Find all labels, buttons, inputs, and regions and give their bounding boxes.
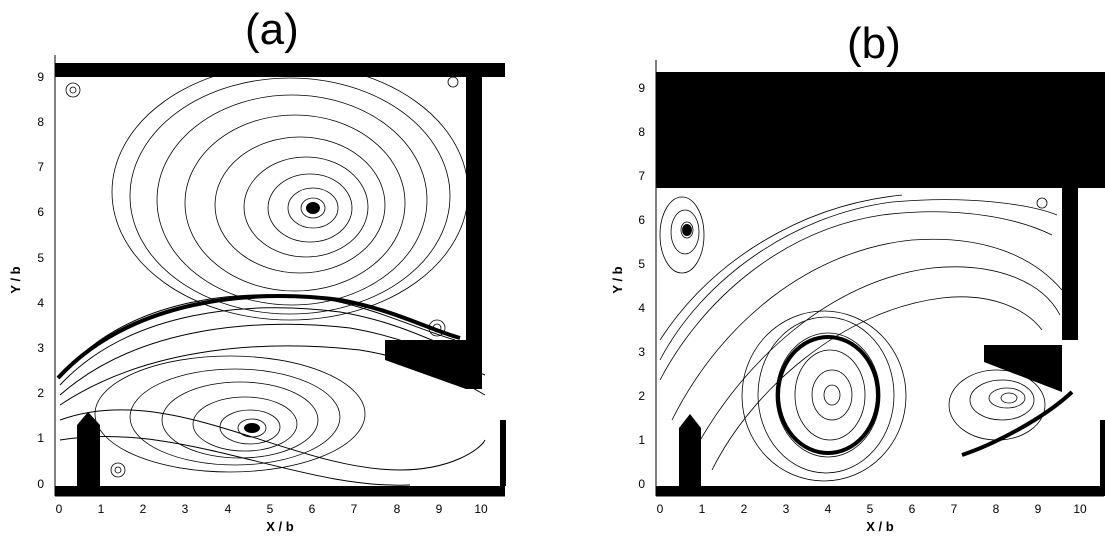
panel-a-x-tick: 7 xyxy=(351,502,358,516)
panel-b-y-tick: 7 xyxy=(638,169,645,183)
panel-a-x-tick: 2 xyxy=(140,502,147,516)
panel-a-y-tick: 8 xyxy=(37,115,44,129)
panel-b-x-tick: 3 xyxy=(783,502,790,516)
panel-b-walls xyxy=(656,72,1105,496)
panel-a-axes xyxy=(54,55,505,497)
panel-b-x-tick: 6 xyxy=(909,502,916,516)
panel-a-x-tick: 6 xyxy=(309,502,316,516)
panel-a-y-tick: 3 xyxy=(37,341,44,355)
panel-a-y-tick: 2 xyxy=(37,386,44,400)
panel-b-x-tick: 5 xyxy=(867,502,874,516)
panel-b-main-vortex-ring xyxy=(776,335,880,455)
panel-b-x-tick: 7 xyxy=(951,502,958,516)
panel-a-x-tick: 5 xyxy=(267,502,274,516)
panel-b-y-tick: 2 xyxy=(638,389,645,403)
panel-a-y-tick: 4 xyxy=(37,296,44,310)
panel-b-x-tick: 4 xyxy=(825,502,832,516)
panel-a-y-axis-title: Y / b xyxy=(8,266,23,293)
panel-b-y-tick: 9 xyxy=(638,81,645,95)
panel-b-y-tick: 1 xyxy=(638,433,645,447)
panel-b-x-tick: 0 xyxy=(657,502,664,516)
panel-a-x-tick: 8 xyxy=(394,502,401,516)
panel-b-x-tick: 8 xyxy=(993,502,1000,516)
panel-a-x-tick: 9 xyxy=(436,502,443,516)
panel-a-x-tick: 0 xyxy=(56,502,63,516)
panel-b-y-tick: 6 xyxy=(638,213,645,227)
panel-a-shear-layer xyxy=(56,294,461,380)
panel-a-upper-vortex-core xyxy=(306,202,320,214)
panel-b-y-tick: 4 xyxy=(638,301,645,315)
panel-b-axes xyxy=(655,60,1104,497)
panel-b-x-tick: 2 xyxy=(741,502,748,516)
panel-b-y-tick: 0 xyxy=(638,477,645,491)
panel-a-streamlines xyxy=(56,63,486,486)
panel-b-y-tick: 5 xyxy=(638,257,645,271)
panel-b-streamlines xyxy=(659,194,1074,482)
panel-a-y-ticks: 0 1 2 3 4 5 6 7 8 9 xyxy=(37,70,44,491)
panel-a-x-axis-title: X / b xyxy=(266,519,294,534)
panel-a-label: (a) xyxy=(245,5,299,54)
panel-b-lower-shear-layer xyxy=(961,390,1074,457)
panel-b-x-ticks: 0 1 2 3 4 5 6 7 8 9 10 xyxy=(657,502,1087,516)
panel-a-x-tick: 10 xyxy=(474,502,488,516)
panel-a: (a) xyxy=(0,0,552,538)
panel-a-y-tick: 6 xyxy=(37,205,44,219)
panel-b-y-ticks: 0 1 2 3 4 5 6 7 8 9 xyxy=(638,81,645,491)
panel-a-y-tick: 7 xyxy=(37,160,44,174)
panel-a-plot: 0 1 2 3 4 5 6 7 8 9 0 1 2 3 4 5 6 7 8 9 … xyxy=(8,55,506,534)
panel-a-y-tick: 0 xyxy=(37,477,44,491)
panel-b-eddy-core xyxy=(682,224,692,236)
panel-b-x-axis-title: X / b xyxy=(866,519,894,534)
panel-b-x-tick: 1 xyxy=(699,502,706,516)
panel-a-y-tick: 5 xyxy=(37,251,44,265)
panel-b-x-tick: 10 xyxy=(1073,502,1087,516)
panel-b: (b) xyxy=(552,0,1105,538)
panel-a-y-tick: 9 xyxy=(37,70,44,84)
panel-a-lower-vortex-core xyxy=(244,423,260,433)
panel-a-x-tick: 4 xyxy=(225,502,232,516)
panel-b-plot: 0 1 2 3 4 5 6 7 8 9 0 1 2 3 4 5 6 7 8 9 … xyxy=(610,60,1105,534)
panel-a-x-tick: 1 xyxy=(98,502,105,516)
panel-a-walls xyxy=(55,63,506,496)
panel-a-x-ticks: 0 1 2 3 4 5 6 7 8 9 10 xyxy=(56,502,488,516)
panel-b-y-axis-title: Y / b xyxy=(610,266,625,293)
panel-b-x-tick: 9 xyxy=(1035,502,1042,516)
panel-a-y-tick: 1 xyxy=(37,431,44,445)
panel-a-x-tick: 3 xyxy=(182,502,189,516)
panel-b-y-tick: 3 xyxy=(638,345,645,359)
panel-b-label: (b) xyxy=(847,19,901,68)
panel-b-y-tick: 8 xyxy=(638,125,645,139)
